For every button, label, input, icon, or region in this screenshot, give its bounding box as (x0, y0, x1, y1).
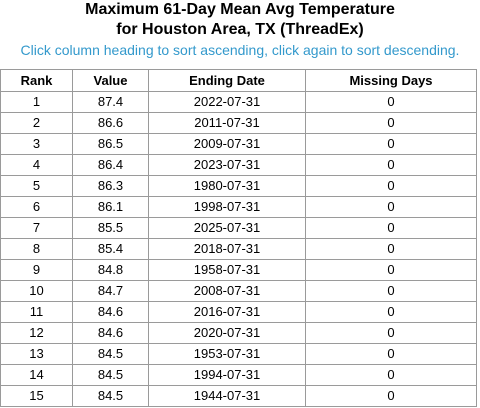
missing-days-cell: 0 (305, 175, 477, 197)
sort-hint: Click column heading to sort ascending, … (20, 42, 460, 58)
table-row: 4 86.4 2023-07-31 0 (0, 154, 477, 176)
table-row: 10 84.7 2008-07-31 0 (0, 280, 477, 302)
missing-days-cell: 0 (305, 301, 477, 323)
value-cell: 85.5 (72, 217, 149, 239)
table-row: 3 86.5 2009-07-31 0 (0, 133, 477, 155)
ending-date-cell: 1980-07-31 (148, 175, 306, 197)
value-cell: 86.6 (72, 112, 149, 134)
rank-cell: 7 (0, 217, 73, 239)
value-cell: 84.6 (72, 301, 149, 323)
table-row: 11 84.6 2016-07-31 0 (0, 301, 477, 323)
table-row: 5 86.3 1980-07-31 0 (0, 175, 477, 197)
value-cell: 86.5 (72, 133, 149, 155)
value-cell: 87.4 (72, 91, 149, 113)
rank-cell: 4 (0, 154, 73, 176)
ending-date-cell: 1958-07-31 (148, 259, 306, 281)
table-row: 2 86.6 2011-07-31 0 (0, 112, 477, 134)
value-cell: 84.5 (72, 343, 149, 365)
ending-date-cell: 1998-07-31 (148, 196, 306, 218)
table-row: 6 86.1 1998-07-31 0 (0, 196, 477, 218)
value-cell: 85.4 (72, 238, 149, 260)
table-row: 1 87.4 2022-07-31 0 (0, 91, 477, 113)
missing-days-cell: 0 (305, 154, 477, 176)
page-title: Maximum 61-Day Mean Avg Temperature for … (0, 0, 480, 40)
value-cell: 84.7 (72, 280, 149, 302)
missing-days-cell: 0 (305, 385, 477, 407)
missing-days-cell: 0 (305, 322, 477, 344)
rank-cell: 11 (0, 301, 73, 323)
ending-date-cell: 2020-07-31 (148, 322, 306, 344)
ending-date-cell: 2022-07-31 (148, 91, 306, 113)
table-row: 14 84.5 1994-07-31 0 (0, 364, 477, 386)
column-header-value[interactable]: Value (72, 69, 149, 92)
title-line-1: Maximum 61-Day Mean Avg Temperature (85, 1, 395, 18)
table-header-row: Rank Value Ending Date Missing Days (0, 69, 477, 92)
ending-date-cell: 2008-07-31 (148, 280, 306, 302)
results-table-container: Rank Value Ending Date Missing Days 1 87.… (0, 69, 477, 407)
value-cell: 84.8 (72, 259, 149, 281)
value-cell: 84.5 (72, 364, 149, 386)
rank-cell: 9 (0, 259, 73, 281)
ending-date-cell: 2025-07-31 (148, 217, 306, 239)
table-row: 8 85.4 2018-07-31 0 (0, 238, 477, 260)
rank-cell: 13 (0, 343, 73, 365)
value-cell: 84.6 (72, 322, 149, 344)
title-line-2: for Houston Area, TX (ThreadEx) (116, 21, 364, 38)
rank-cell: 2 (0, 112, 73, 134)
column-header-missing-days[interactable]: Missing Days (305, 69, 477, 92)
rank-cell: 12 (0, 322, 73, 344)
table-row: 12 84.6 2020-07-31 0 (0, 322, 477, 344)
missing-days-cell: 0 (305, 364, 477, 386)
missing-days-cell: 0 (305, 133, 477, 155)
missing-days-cell: 0 (305, 238, 477, 260)
ending-date-cell: 1944-07-31 (148, 385, 306, 407)
ending-date-cell: 2009-07-31 (148, 133, 306, 155)
missing-days-cell: 0 (305, 280, 477, 302)
column-header-ending-date[interactable]: Ending Date (148, 69, 306, 92)
ending-date-cell: 2016-07-31 (148, 301, 306, 323)
table-body: 1 87.4 2022-07-31 0 2 86.6 2011-07-31 0 3 86.5 200… (0, 91, 477, 407)
rank-cell: 6 (0, 196, 73, 218)
rank-cell: 3 (0, 133, 73, 155)
value-cell: 84.5 (72, 385, 149, 407)
rank-cell: 8 (0, 238, 73, 260)
column-header-rank[interactable]: Rank (0, 69, 73, 92)
missing-days-cell: 0 (305, 112, 477, 134)
value-cell: 86.4 (72, 154, 149, 176)
ending-date-cell: 2011-07-31 (148, 112, 306, 134)
rank-cell: 10 (0, 280, 73, 302)
rank-cell: 1 (0, 91, 73, 113)
ending-date-cell: 2023-07-31 (148, 154, 306, 176)
missing-days-cell: 0 (305, 343, 477, 365)
ending-date-cell: 1953-07-31 (148, 343, 306, 365)
missing-days-cell: 0 (305, 217, 477, 239)
ending-date-cell: 2018-07-31 (148, 238, 306, 260)
results-table: Rank Value Ending Date Missing Days 1 87.… (0, 69, 477, 407)
missing-days-cell: 0 (305, 196, 477, 218)
table-row: 7 85.5 2025-07-31 0 (0, 217, 477, 239)
missing-days-cell: 0 (305, 91, 477, 113)
rank-cell: 14 (0, 364, 73, 386)
table-row: 9 84.8 1958-07-31 0 (0, 259, 477, 281)
value-cell: 86.3 (72, 175, 149, 197)
missing-days-cell: 0 (305, 259, 477, 281)
table-row: 13 84.5 1953-07-31 0 (0, 343, 477, 365)
rank-cell: 5 (0, 175, 73, 197)
value-cell: 86.1 (72, 196, 149, 218)
rank-cell: 15 (0, 385, 73, 407)
ending-date-cell: 1994-07-31 (148, 364, 306, 386)
table-row: 15 84.5 1944-07-31 0 (0, 385, 477, 407)
